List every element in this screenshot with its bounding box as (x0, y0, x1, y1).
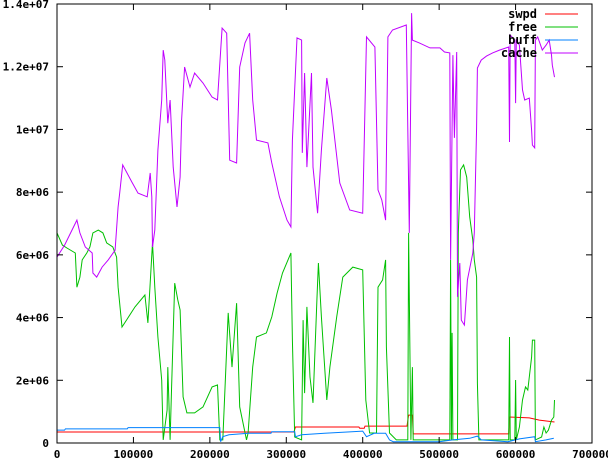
series-line-cache (56, 13, 555, 327)
ticks-layer: 0 100000 200000 300000 400000 500000 600000 700… (3, 0, 608, 461)
x-tick-label: 200000 (190, 448, 230, 461)
x-tick-label: 500000 (419, 448, 459, 461)
y-tick-label: 1.2e+07 (3, 61, 49, 74)
legend-label-cache: cache (501, 46, 537, 60)
y-tick-label: 4e+06 (16, 312, 49, 325)
y-tick-label: 6e+06 (16, 249, 49, 262)
y-tick-label: 2e+06 (16, 374, 49, 387)
legend-label-buff: buff (508, 33, 537, 47)
x-tick-label: 600000 (496, 448, 536, 461)
y-tick-label: 0 (42, 437, 49, 450)
series-line-swpd (57, 414, 555, 435)
x-tick-label: 300000 (266, 448, 306, 461)
y-tick-label: 1e+07 (16, 123, 49, 136)
x-tick-label: 0 (54, 448, 61, 461)
series-line-free (56, 163, 555, 441)
x-tick-label: 100000 (114, 448, 154, 461)
legend-label-free: free (508, 20, 537, 34)
legend-label-swpd: swpd (508, 7, 537, 21)
x-tick-label: 400000 (343, 448, 383, 461)
plot-frame (56, 3, 593, 444)
series-line-buff (57, 427, 554, 443)
y-tick-label: 8e+06 (16, 186, 49, 199)
y-tick-label: 1.4e+07 (3, 0, 49, 11)
series-layer (56, 13, 555, 443)
x-tick-label: 700000 (572, 448, 608, 461)
